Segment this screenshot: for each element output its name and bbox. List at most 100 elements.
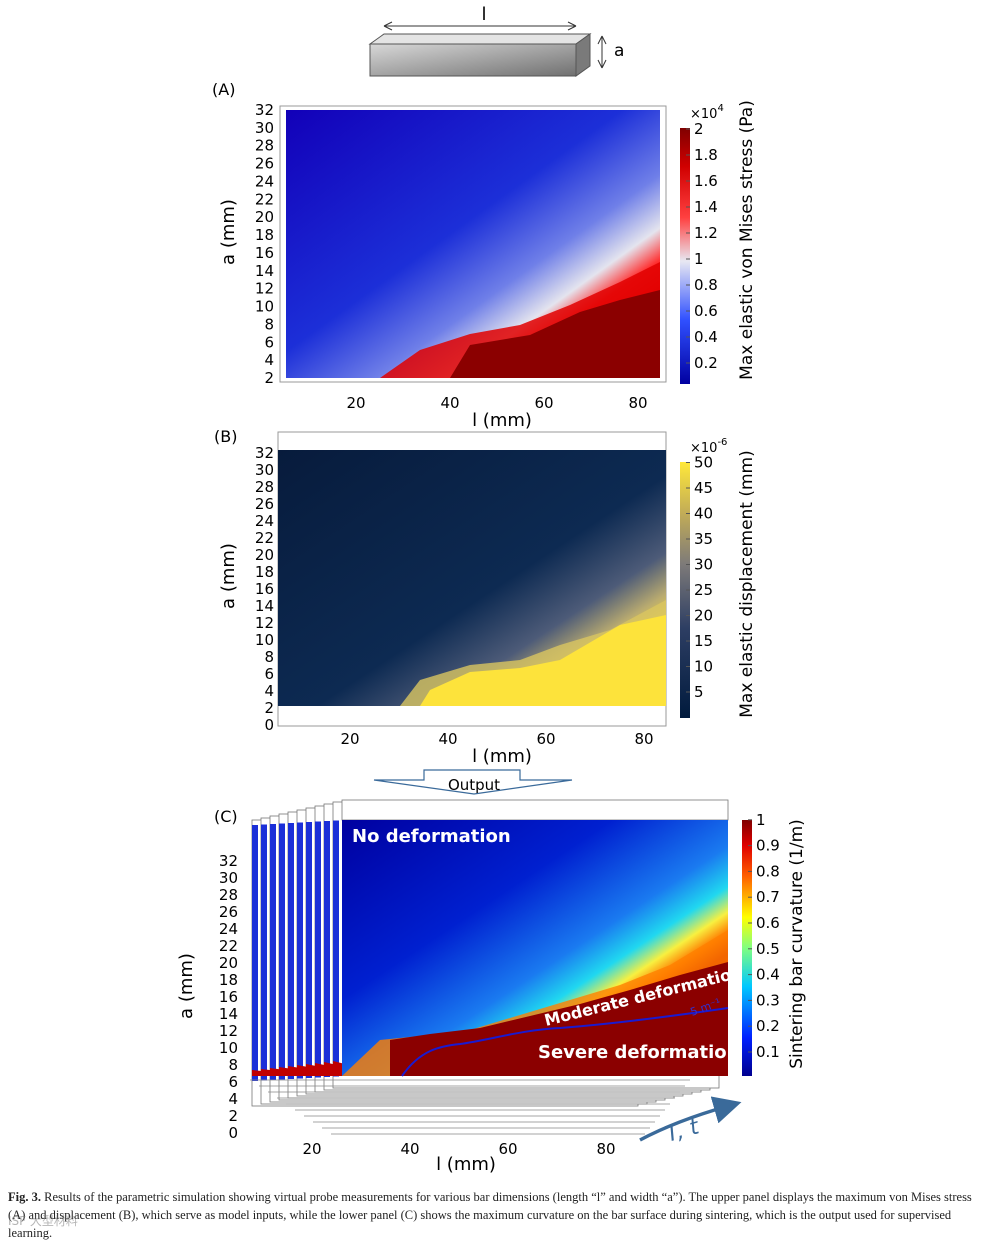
panel-c-stack-slice: [306, 822, 312, 1078]
panel-c-x-tick: 80: [596, 1140, 615, 1158]
output-arrow-shape: [373, 769, 573, 795]
panel-a-y-tick: 20: [255, 208, 274, 226]
panel-a-x-tick: 20: [346, 394, 365, 412]
panel-c-x-label: l (mm): [436, 1154, 496, 1175]
panel-c-colorbar-tick: 0.7: [756, 888, 780, 906]
panel-b-y-tick: 2: [264, 699, 274, 717]
panel-a-y-tick: 30: [255, 119, 274, 137]
panel-b-y-tick: 30: [255, 461, 274, 479]
panel-b-colorbar: [680, 462, 690, 718]
panel-c-severe-label: Severe deformation: [538, 1042, 740, 1063]
panel-c-stack-slice: [315, 821, 321, 1078]
panel-c-no-deformation-label: No deformation: [352, 826, 511, 847]
panel-a-colorbar-tick: 1.6: [694, 172, 718, 190]
panel-a-x-tick: 40: [440, 394, 459, 412]
panel-a-colorbar-exponent: ×104: [690, 103, 724, 122]
panel-c-y-tick: 8: [228, 1056, 238, 1074]
panel-c-y-tick: 10: [219, 1039, 238, 1057]
panel-a-y-tick: 14: [255, 262, 274, 280]
panel-a-x-tick: 80: [628, 394, 647, 412]
panel-b-colorbar-ticks: 5 10 15 20 25 30 35 40 45 50: [686, 454, 713, 701]
panel-a-max-region: [450, 290, 660, 378]
panel-b-y-tick: 16: [255, 580, 274, 598]
panel-a-colorbar-tick: 1.4: [694, 198, 718, 216]
panel-c-y-tick: 6: [228, 1073, 238, 1091]
panel-c-y-tick: 12: [219, 1022, 238, 1040]
panel-a-y-tick: 12: [255, 280, 274, 298]
panel-a-y-tick: 16: [255, 244, 274, 262]
panel-c-y-tick: 26: [219, 903, 238, 921]
stack-axis-label: T, t: [663, 1114, 703, 1148]
panel-c-x-ticks: 20 40 60 80: [302, 1140, 615, 1158]
panel-a-y-tick: 22: [255, 190, 274, 208]
panel-c-x-tick: 60: [498, 1140, 517, 1158]
panel-b-x-tick: 60: [536, 730, 555, 748]
panel-c-colorbar-ticks: 0.1 0.2 0.3 0.4 0.5 0.6 0.7 0.8 0.9 1: [748, 811, 780, 1061]
panel-a-y-tick: 24: [255, 172, 274, 190]
panel-c-stack-slice: [324, 821, 330, 1077]
panel-b-y-tick: 24: [255, 512, 274, 530]
panel-b-y-tick: 32: [255, 444, 274, 462]
output-label: Output: [448, 776, 500, 794]
panel-b-y-tick: 12: [255, 614, 274, 632]
panel-c-colorbar: [742, 820, 752, 1076]
panel-c-colorbar-tick: 0.5: [756, 940, 780, 958]
bar-front-face: [369, 43, 577, 77]
panel-a-x-tick: 60: [534, 394, 553, 412]
panel-c-stack-top: [341, 799, 729, 821]
panel-c-stack-slice: [261, 824, 267, 1081]
panel-a-y-tick: 28: [255, 137, 274, 155]
panel-a-y-tick: 4: [264, 351, 274, 369]
panel-b-y-tick: 6: [264, 665, 274, 683]
panel-a-colorbar-tick: 0.4: [694, 328, 718, 346]
panel-b-label: (B): [214, 427, 237, 446]
panel-b-high-region: [420, 615, 666, 706]
panel-b-y-tick: 8: [264, 648, 274, 666]
panel-b-colorbar-tick: 5: [694, 683, 704, 701]
panel-c-colorbar-tick: 0.8: [756, 862, 780, 880]
panel-c-y-tick: 30: [219, 869, 238, 887]
panel-b-y-tick: 20: [255, 546, 274, 564]
panel-b-colorbar-exponent: ×10-6: [690, 437, 727, 456]
panel-b-colorbar-title: Max elastic displacement (mm): [737, 450, 757, 718]
bar-top-face: [368, 33, 592, 45]
watermark: ISF 大型材料: [8, 1214, 78, 1228]
bar-schematic: l a: [368, 4, 624, 77]
panel-a-y-label: a (mm): [218, 199, 239, 265]
panel-b-x-tick: 40: [438, 730, 457, 748]
panel-c: (C) No deformation Moderate deformation …: [176, 799, 807, 1175]
panel-b-y-tick: 18: [255, 563, 274, 581]
panel-a-colorbar-ticks: 0.2 0.4 0.6 0.8 1 1.2 1.4 1.6 1.8 2: [686, 120, 718, 372]
panel-b-x-ticks: 20 40 60 80: [340, 730, 653, 748]
panel-c-severe-region: [390, 962, 728, 1076]
panel-b-colorbar-tick: 35: [694, 530, 713, 548]
panel-a-colorbar-title: Max elastic von Mises stress (Pa): [737, 100, 757, 380]
panel-b-colorbar-tick: 15: [694, 632, 713, 650]
panel-b-colorbar-tick: 40: [694, 505, 713, 523]
length-label: l: [481, 4, 486, 25]
panel-b-y-tick: 10: [255, 631, 274, 649]
panel-c-y-tick: 22: [219, 937, 238, 955]
panel-a-colorbar-tick: 1.2: [694, 224, 718, 242]
length-arrow-heads: [383, 21, 577, 31]
panel-b-colorbar-tick: 45: [694, 479, 713, 497]
panel-c-colorbar-tick: 1: [756, 811, 766, 829]
panel-a-x-ticks: 20 40 60 80: [346, 394, 647, 412]
panel-a-y-tick: 26: [255, 155, 274, 173]
panel-a-colorbar-tick: 0.2: [694, 354, 718, 372]
panel-c-y-tick: 24: [219, 920, 238, 938]
panel-b-y-tick: 14: [255, 597, 274, 615]
panel-c-y-tick: 2: [228, 1107, 238, 1125]
panel-c-stack-slice: [252, 825, 258, 1081]
panel-c-stack-slice: [297, 822, 303, 1079]
panel-b-y-tick: 0: [264, 716, 274, 734]
figure-caption: Fig. 3. Results of the parametric simula…: [8, 1188, 976, 1242]
panel-c-x-tick: 20: [302, 1140, 321, 1158]
panel-b-y-tick: 4: [264, 682, 274, 700]
panel-a-y-tick: 2: [264, 369, 274, 387]
